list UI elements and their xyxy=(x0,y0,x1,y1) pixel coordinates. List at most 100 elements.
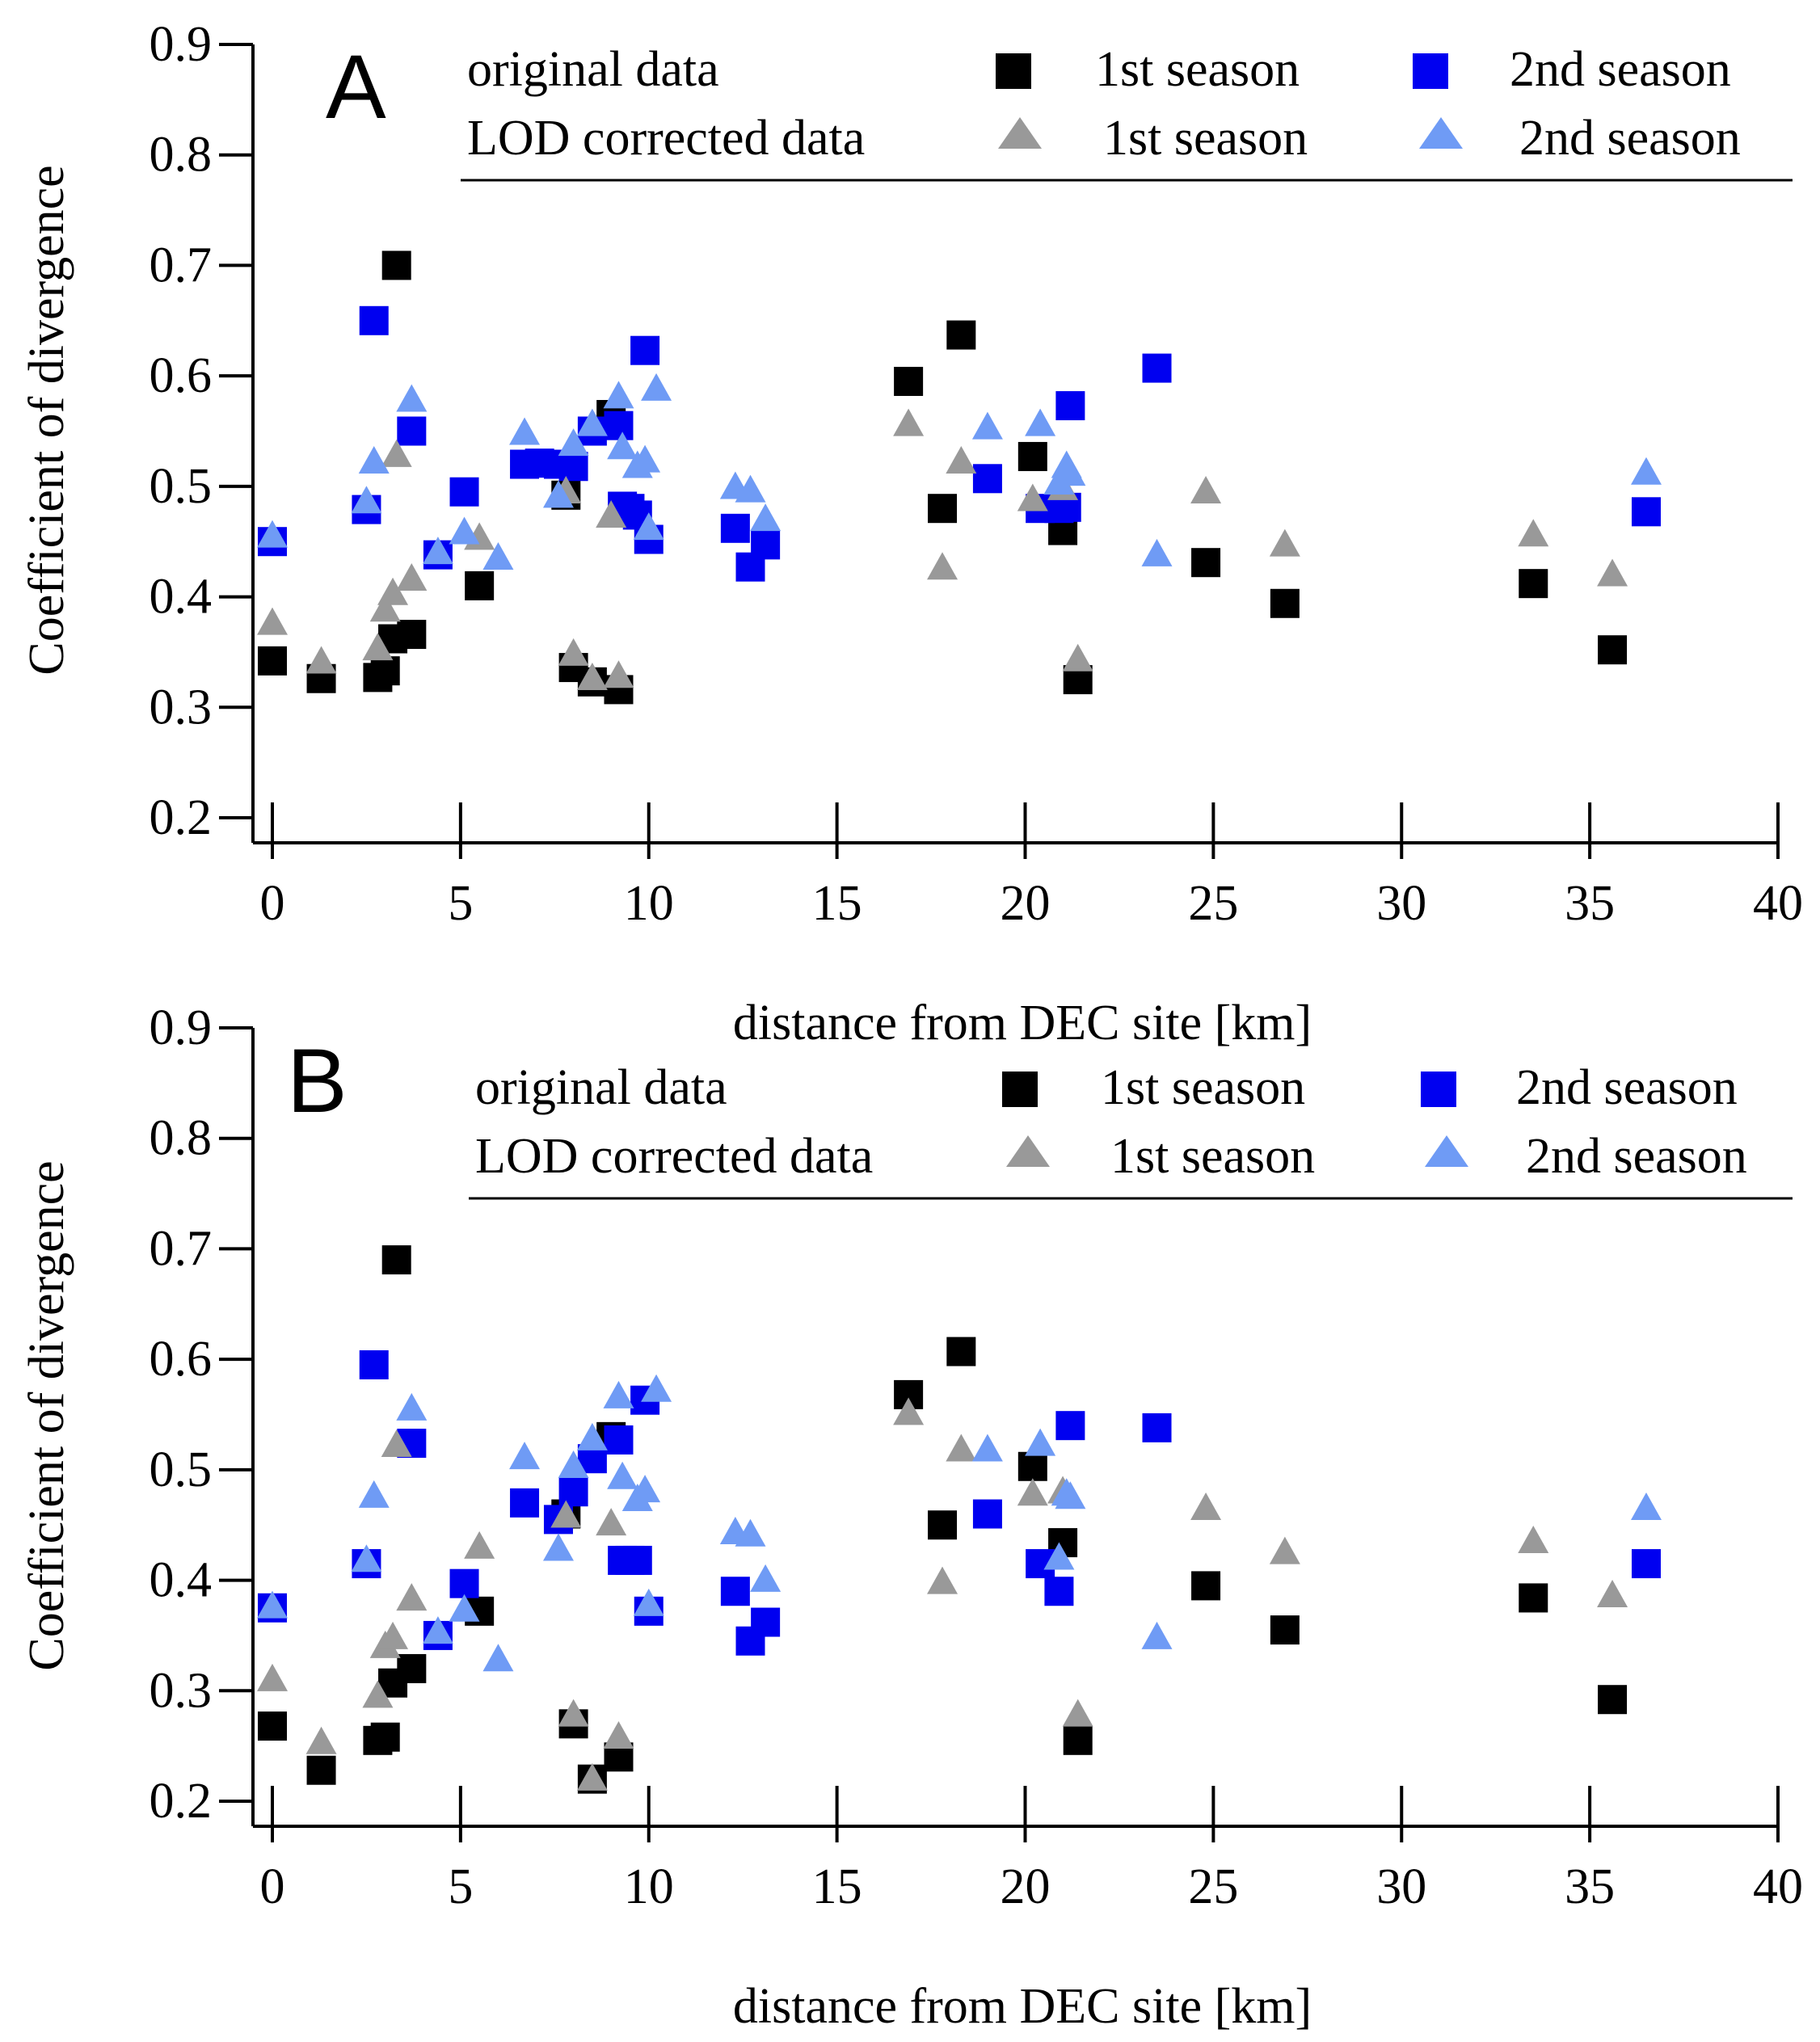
point-orig-s2 xyxy=(1631,1549,1661,1579)
point-orig-s2 xyxy=(751,1607,781,1637)
point-lod-s1 xyxy=(257,607,288,635)
point-lod-s1 xyxy=(550,1500,582,1528)
y-tick-label: 0.2 xyxy=(150,790,213,845)
panel-label: B xyxy=(287,1030,348,1131)
legend-season1-label: 1st season xyxy=(1101,1060,1305,1115)
y-ticks: 0.2 0.3 0.4 0.5 0.6 0.7 0.8 0.9 xyxy=(150,17,253,845)
point-lod-s2 xyxy=(1025,1428,1056,1456)
point-lod-s1 xyxy=(396,562,428,591)
point-lod-s1 xyxy=(893,408,925,436)
x-tick-label: 15 xyxy=(812,1859,862,1914)
point-orig-s1 xyxy=(1598,1685,1628,1715)
point-orig-s1 xyxy=(1017,1451,1047,1481)
point-lod-s1 xyxy=(596,1508,627,1536)
x-tick-label: 25 xyxy=(1188,1859,1238,1914)
panel-label: A xyxy=(326,36,386,137)
point-lod-s2 xyxy=(1025,408,1056,436)
point-lod-s1 xyxy=(464,1530,495,1559)
legend-marker-lod-s1 xyxy=(1006,1135,1050,1167)
point-orig-s1 xyxy=(258,1711,287,1741)
point-lod-s1 xyxy=(946,1434,977,1462)
point-lod-s2 xyxy=(542,1533,574,1561)
x-ticks: 0 5 10 15 20 25 30 35 40 xyxy=(260,1786,1803,1914)
point-lod-s2 xyxy=(257,520,288,548)
point-orig-s2 xyxy=(359,305,389,335)
point-orig-s2 xyxy=(720,1577,750,1606)
point-lod-s2 xyxy=(607,432,638,460)
x-tick-label: 10 xyxy=(624,1859,674,1914)
y-tick-label: 0.5 xyxy=(150,459,213,514)
point-orig-s1 xyxy=(397,1653,427,1683)
point-orig-s2 xyxy=(604,411,634,440)
y-tick-label: 0.9 xyxy=(150,1000,213,1055)
point-lod-s1 xyxy=(305,1726,337,1754)
point-orig-s2 xyxy=(359,1349,389,1379)
point-lod-s1 xyxy=(927,552,958,580)
point-orig-s2 xyxy=(1631,497,1661,527)
point-lod-s1 xyxy=(927,1566,958,1594)
y-tick-label: 0.8 xyxy=(150,1111,213,1166)
x-tick-label: 5 xyxy=(448,876,473,931)
y-axis-label: Coefficient of divergence xyxy=(19,165,74,675)
point-lod-s2 xyxy=(971,1434,1003,1462)
y-tick-label: 0.8 xyxy=(150,128,213,183)
point-lod-s2 xyxy=(1043,1542,1075,1570)
legend-marker-orig-s1 xyxy=(1002,1072,1038,1107)
panel-b: 0.2 0.3 0.4 0.5 0.6 0.7 0.8 0.9 0 5 10 15 20 25 30 35 4… xyxy=(19,1000,1803,2034)
point-lod-s2 xyxy=(1630,1492,1662,1520)
legend-season2-label: 2nd season xyxy=(1516,1060,1738,1115)
point-lod-s2 xyxy=(1141,538,1173,566)
x-tick-label: 0 xyxy=(260,1859,285,1914)
point-lod-s2 xyxy=(351,486,382,514)
point-lod-s2 xyxy=(509,417,541,445)
point-lod-s2 xyxy=(1141,1621,1173,1649)
legend-marker-orig-s1 xyxy=(996,53,1031,89)
point-orig-s1 xyxy=(370,1722,400,1752)
point-lod-s2 xyxy=(396,384,428,412)
point-lod-s2 xyxy=(542,480,574,508)
legend-marker-lod-s2 xyxy=(1419,117,1463,149)
point-lod-s2 xyxy=(422,1616,453,1644)
point-lod-s1 xyxy=(362,1680,394,1708)
y-tick-label: 0.3 xyxy=(150,680,213,735)
point-lod-s1 xyxy=(1518,519,1549,547)
x-tick-label: 15 xyxy=(812,876,862,931)
point-lod-s1 xyxy=(558,638,589,666)
point-lod-s2 xyxy=(422,537,453,565)
legend-season2-label: 2nd season xyxy=(1510,42,1731,97)
legend-row2-label: LOD corrected data xyxy=(475,1129,873,1184)
point-lod-s1 xyxy=(1017,1478,1048,1506)
point-orig-s1 xyxy=(1270,1615,1300,1645)
point-lod-s1 xyxy=(1518,1525,1549,1553)
point-lod-s2 xyxy=(633,1588,664,1616)
legend-marker-orig-s2 xyxy=(1413,53,1448,89)
point-lod-s2 xyxy=(1055,1481,1086,1509)
point-lod-s2 xyxy=(351,1544,382,1573)
point-lod-s2 xyxy=(735,1518,766,1547)
point-orig-s1 xyxy=(258,646,287,676)
legend-season1-label: 1st season xyxy=(1095,42,1300,97)
y-tick-label: 0.9 xyxy=(150,17,213,72)
x-tick-label: 5 xyxy=(448,1859,473,1914)
point-lod-s1 xyxy=(305,646,337,674)
legend-season2-label: 2nd season xyxy=(1526,1129,1747,1184)
point-lod-s2 xyxy=(482,1644,514,1672)
y-tick-label: 0.7 xyxy=(150,1221,213,1276)
point-lod-s1 xyxy=(603,660,634,688)
point-lod-s1 xyxy=(1017,483,1048,512)
point-orig-s1 xyxy=(1017,441,1047,471)
x-tick-label: 35 xyxy=(1565,876,1615,931)
point-orig-s1 xyxy=(381,251,411,280)
x-tick-label: 40 xyxy=(1753,876,1803,931)
point-orig-s1 xyxy=(397,620,427,650)
point-orig-s1 xyxy=(1519,1583,1548,1613)
x-tick-label: 0 xyxy=(260,876,285,931)
point-lod-s2 xyxy=(607,1461,638,1489)
x-axis-label: distance from DEC site [km] xyxy=(733,1979,1312,2034)
point-lod-s2 xyxy=(257,1590,288,1619)
y-tick-label: 0.7 xyxy=(150,238,213,293)
point-orig-s1 xyxy=(381,1245,411,1275)
point-lod-s2 xyxy=(633,512,664,541)
point-orig-s2 xyxy=(630,335,660,365)
point-lod-s2 xyxy=(449,1594,480,1622)
